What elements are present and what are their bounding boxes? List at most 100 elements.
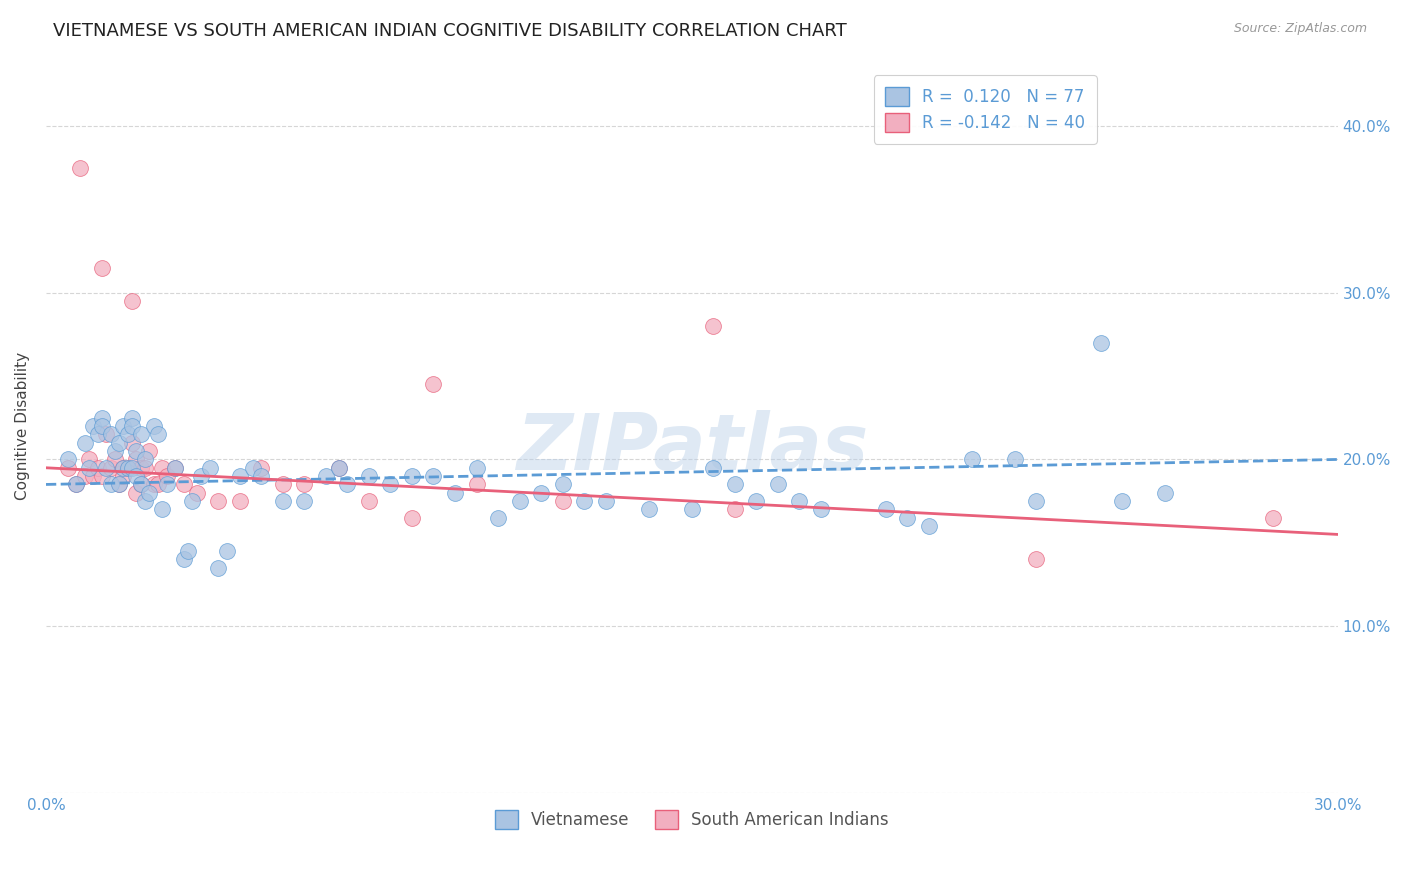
Point xyxy=(401,469,423,483)
Point xyxy=(125,469,148,483)
Point xyxy=(444,485,467,500)
Point xyxy=(108,477,131,491)
Point xyxy=(86,427,108,442)
Point xyxy=(134,452,156,467)
Point xyxy=(422,377,444,392)
Point xyxy=(572,494,595,508)
Point xyxy=(173,552,195,566)
Point xyxy=(117,427,139,442)
Point xyxy=(724,502,747,516)
Point xyxy=(465,460,488,475)
Point xyxy=(165,460,187,475)
Point xyxy=(134,460,156,475)
Point xyxy=(186,485,208,500)
Point xyxy=(1025,552,1047,566)
Point xyxy=(292,477,315,491)
Point xyxy=(637,502,659,516)
Point xyxy=(215,544,238,558)
Point xyxy=(250,469,273,483)
Point xyxy=(207,494,229,508)
Point xyxy=(551,494,574,508)
Point xyxy=(509,494,531,508)
Point xyxy=(1154,485,1177,500)
Point xyxy=(724,477,747,491)
Point xyxy=(1025,494,1047,508)
Point xyxy=(357,469,380,483)
Point xyxy=(56,460,79,475)
Point xyxy=(91,469,114,483)
Point xyxy=(810,502,832,516)
Point xyxy=(112,419,135,434)
Point xyxy=(271,477,294,491)
Point xyxy=(380,477,402,491)
Point xyxy=(117,460,139,475)
Point xyxy=(96,427,118,442)
Point xyxy=(77,460,100,475)
Point xyxy=(1004,452,1026,467)
Point xyxy=(150,502,173,516)
Point xyxy=(121,410,143,425)
Point xyxy=(73,435,96,450)
Point xyxy=(198,460,221,475)
Point xyxy=(56,452,79,467)
Point xyxy=(155,469,177,483)
Point xyxy=(173,477,195,491)
Point xyxy=(91,419,114,434)
Point xyxy=(702,460,724,475)
Point xyxy=(875,502,897,516)
Point xyxy=(77,452,100,467)
Point xyxy=(112,460,135,475)
Point xyxy=(228,469,250,483)
Point xyxy=(117,460,139,475)
Point xyxy=(357,494,380,508)
Point xyxy=(134,494,156,508)
Point xyxy=(91,410,114,425)
Text: Source: ZipAtlas.com: Source: ZipAtlas.com xyxy=(1233,22,1367,36)
Point xyxy=(336,477,359,491)
Point xyxy=(177,544,200,558)
Point xyxy=(702,319,724,334)
Point xyxy=(146,427,169,442)
Point xyxy=(401,510,423,524)
Legend: Vietnamese, South American Indians: Vietnamese, South American Indians xyxy=(488,803,896,836)
Point xyxy=(138,444,160,458)
Point xyxy=(551,477,574,491)
Point xyxy=(1261,510,1284,524)
Point xyxy=(1090,335,1112,350)
Point xyxy=(104,444,127,458)
Text: ZIPatlas: ZIPatlas xyxy=(516,410,868,486)
Point xyxy=(292,494,315,508)
Point xyxy=(100,477,122,491)
Point xyxy=(181,494,204,508)
Point xyxy=(486,510,509,524)
Point xyxy=(146,477,169,491)
Point xyxy=(73,469,96,483)
Point xyxy=(328,460,350,475)
Point xyxy=(190,469,212,483)
Point xyxy=(960,452,983,467)
Point xyxy=(125,452,148,467)
Point xyxy=(82,469,104,483)
Point xyxy=(129,477,152,491)
Point xyxy=(328,460,350,475)
Point xyxy=(65,477,87,491)
Point xyxy=(142,477,165,491)
Point xyxy=(242,460,264,475)
Point xyxy=(271,494,294,508)
Point xyxy=(125,485,148,500)
Point xyxy=(121,294,143,309)
Point xyxy=(595,494,617,508)
Point xyxy=(100,427,122,442)
Point xyxy=(125,444,148,458)
Point xyxy=(121,460,143,475)
Point xyxy=(745,494,768,508)
Point xyxy=(96,460,118,475)
Point xyxy=(465,477,488,491)
Point xyxy=(766,477,789,491)
Point xyxy=(129,460,152,475)
Point xyxy=(155,477,177,491)
Point xyxy=(108,477,131,491)
Y-axis label: Cognitive Disability: Cognitive Disability xyxy=(15,352,30,500)
Point xyxy=(100,460,122,475)
Point xyxy=(91,260,114,275)
